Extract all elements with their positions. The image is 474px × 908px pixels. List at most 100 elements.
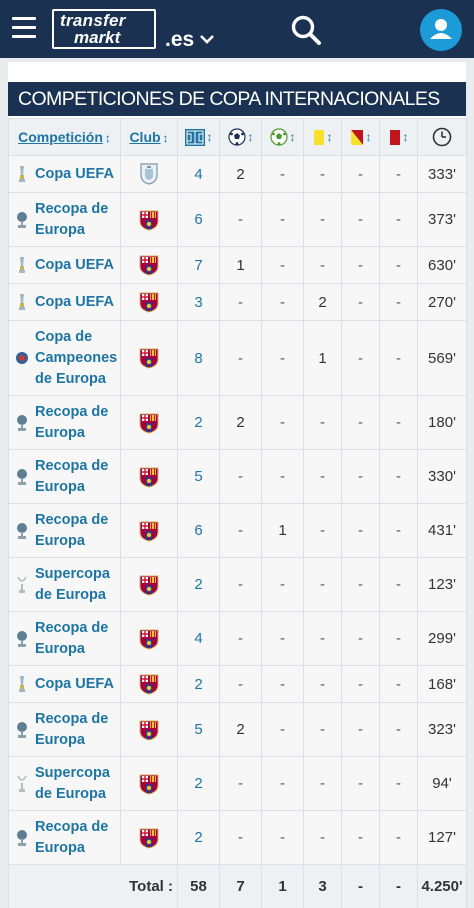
transfermarkt-logo[interactable]: transfer markt: [52, 9, 156, 49]
header-competition[interactable]: Competición ↕: [8, 118, 121, 156]
table-row: Recopa de Europa 6-1- - -431': [8, 503, 467, 558]
sort-icon[interactable]: ↕: [289, 129, 296, 144]
competition-link[interactable]: Recopa de Europa: [35, 457, 109, 495]
competition-link[interactable]: Recopa de Europa: [35, 710, 109, 748]
fc-barcelona-crest-icon[interactable]: [139, 629, 159, 650]
competition-sort-link[interactable]: Competición: [18, 128, 103, 145]
appearances-cell[interactable]: 2: [177, 395, 220, 450]
fc-barcelona-crest-icon[interactable]: [139, 674, 159, 695]
competition-cell: Recopa de Europa: [8, 702, 121, 757]
fc-barcelona-crest-icon[interactable]: [139, 575, 159, 596]
top-navigation-bar: transfer markt .es: [0, 0, 474, 58]
club-cell[interactable]: [120, 810, 178, 865]
club-cell[interactable]: [120, 395, 178, 450]
yellow-cards-cell: -: [303, 503, 342, 558]
appearances-cell[interactable]: 7: [177, 246, 220, 284]
competition-link[interactable]: Copa UEFA: [35, 675, 114, 692]
club-sort-link[interactable]: Club: [129, 128, 161, 145]
chevron-down-icon[interactable]: [199, 33, 215, 45]
competition-link[interactable]: Recopa de Europa: [35, 818, 109, 856]
header-club[interactable]: Club ↕: [120, 118, 178, 156]
assists-cell: -: [261, 246, 304, 284]
appearances-cell[interactable]: 8: [177, 320, 220, 396]
club-cell[interactable]: [120, 283, 178, 321]
table-row: Recopa de Europa 5 2- - - -323': [8, 702, 467, 757]
red-cards-cell: -: [379, 503, 418, 558]
minutes-cell: 569': [417, 320, 467, 396]
club-cell[interactable]: [120, 557, 178, 612]
appearances-cell[interactable]: 2: [177, 665, 220, 703]
appearances-cell[interactable]: 5: [177, 449, 220, 504]
fc-barcelona-crest-icon[interactable]: [139, 774, 159, 795]
club-cell[interactable]: [120, 756, 178, 811]
appearances-cell[interactable]: 2: [177, 756, 220, 811]
club-cell[interactable]: [120, 702, 178, 757]
goals-cell: -: [219, 320, 262, 396]
sort-icon[interactable]: ↕: [104, 130, 111, 145]
sort-icon[interactable]: ↕: [247, 129, 254, 144]
fc-barcelona-crest-icon[interactable]: [139, 467, 159, 488]
appearances-cell[interactable]: 4: [177, 155, 220, 193]
yellow-cards-cell: -: [303, 810, 342, 865]
totals-row: Total : 58 7 1 3 - - 4.250': [8, 864, 467, 908]
club-cell[interactable]: [120, 320, 178, 396]
assists-cell: -: [261, 557, 304, 612]
competition-link[interactable]: Supercopa de Europa: [35, 764, 110, 802]
club-cell[interactable]: [120, 192, 178, 247]
competition-link[interactable]: Recopa de Europa: [35, 619, 109, 657]
fc-barcelona-crest-icon[interactable]: [139, 292, 159, 313]
appearances-cell[interactable]: 6: [177, 503, 220, 558]
appearances-cell[interactable]: 4: [177, 611, 220, 666]
competition-link[interactable]: Copa de Campeones de Europa: [35, 328, 118, 387]
cup-winners-cup-icon: [13, 721, 31, 739]
sort-icon[interactable]: ↕: [162, 130, 169, 145]
domain-selector-label[interactable]: .es: [165, 28, 195, 51]
competition-link[interactable]: Recopa de Europa: [35, 511, 109, 549]
header-red-cards[interactable]: ↕: [379, 118, 418, 156]
appearances-cell[interactable]: 2: [177, 810, 220, 865]
appearances-cell[interactable]: 6: [177, 192, 220, 247]
club-cell[interactable]: [120, 246, 178, 284]
competition-link[interactable]: Copa UEFA: [35, 293, 114, 310]
fc-barcelona-crest-icon[interactable]: [139, 413, 159, 434]
sort-icon[interactable]: ↕: [326, 130, 333, 145]
table-row: Recopa de Europa 2 2- - - -180': [8, 395, 467, 450]
fc-barcelona-crest-icon[interactable]: [139, 720, 159, 741]
sort-icon[interactable]: ↕: [365, 130, 372, 145]
header-second-yellow-cards[interactable]: ↕: [341, 118, 380, 156]
sort-icon[interactable]: ↕: [402, 130, 409, 145]
header-appearances[interactable]: ↕: [177, 118, 220, 156]
club-cell[interactable]: [120, 503, 178, 558]
hamburger-menu-icon[interactable]: [12, 17, 36, 39]
club-cell[interactable]: [120, 665, 178, 703]
club-cell[interactable]: [120, 611, 178, 666]
header-assists[interactable]: ↕: [261, 118, 304, 156]
fc-barcelona-crest-icon[interactable]: [139, 521, 159, 542]
competition-link[interactable]: Copa UEFA: [35, 256, 114, 273]
appearances-cell[interactable]: 5: [177, 702, 220, 757]
fc-barcelona-crest-icon[interactable]: [139, 210, 159, 231]
competition-link[interactable]: Recopa de Europa: [35, 403, 109, 441]
fc-barcelona-crest-icon[interactable]: [139, 828, 159, 849]
appearances-cell[interactable]: 2: [177, 557, 220, 612]
competition-cell: Supercopa de Europa: [8, 756, 121, 811]
competition-link[interactable]: Copa UEFA: [35, 165, 114, 182]
club-cell[interactable]: [120, 449, 178, 504]
club-crest-generic-icon[interactable]: [139, 163, 159, 185]
header-minutes[interactable]: [417, 118, 467, 156]
competition-link[interactable]: Supercopa de Europa: [35, 565, 110, 603]
minutes-cell: 333': [417, 155, 467, 193]
fc-barcelona-crest-icon[interactable]: [139, 348, 159, 369]
fc-barcelona-crest-icon[interactable]: [139, 255, 159, 276]
sort-icon[interactable]: ↕: [206, 130, 213, 145]
red-cards-cell: -: [379, 702, 418, 757]
search-icon[interactable]: [289, 13, 323, 47]
header-goals[interactable]: ↕: [219, 118, 262, 156]
user-account-button[interactable]: [420, 9, 462, 51]
red-cards-cell: -: [379, 192, 418, 247]
header-yellow-cards[interactable]: ↕: [303, 118, 342, 156]
competition-link[interactable]: Recopa de Europa: [35, 200, 109, 238]
appearances-cell[interactable]: 3: [177, 283, 220, 321]
competition-cell: Recopa de Europa: [8, 611, 121, 666]
club-cell[interactable]: [120, 155, 178, 193]
